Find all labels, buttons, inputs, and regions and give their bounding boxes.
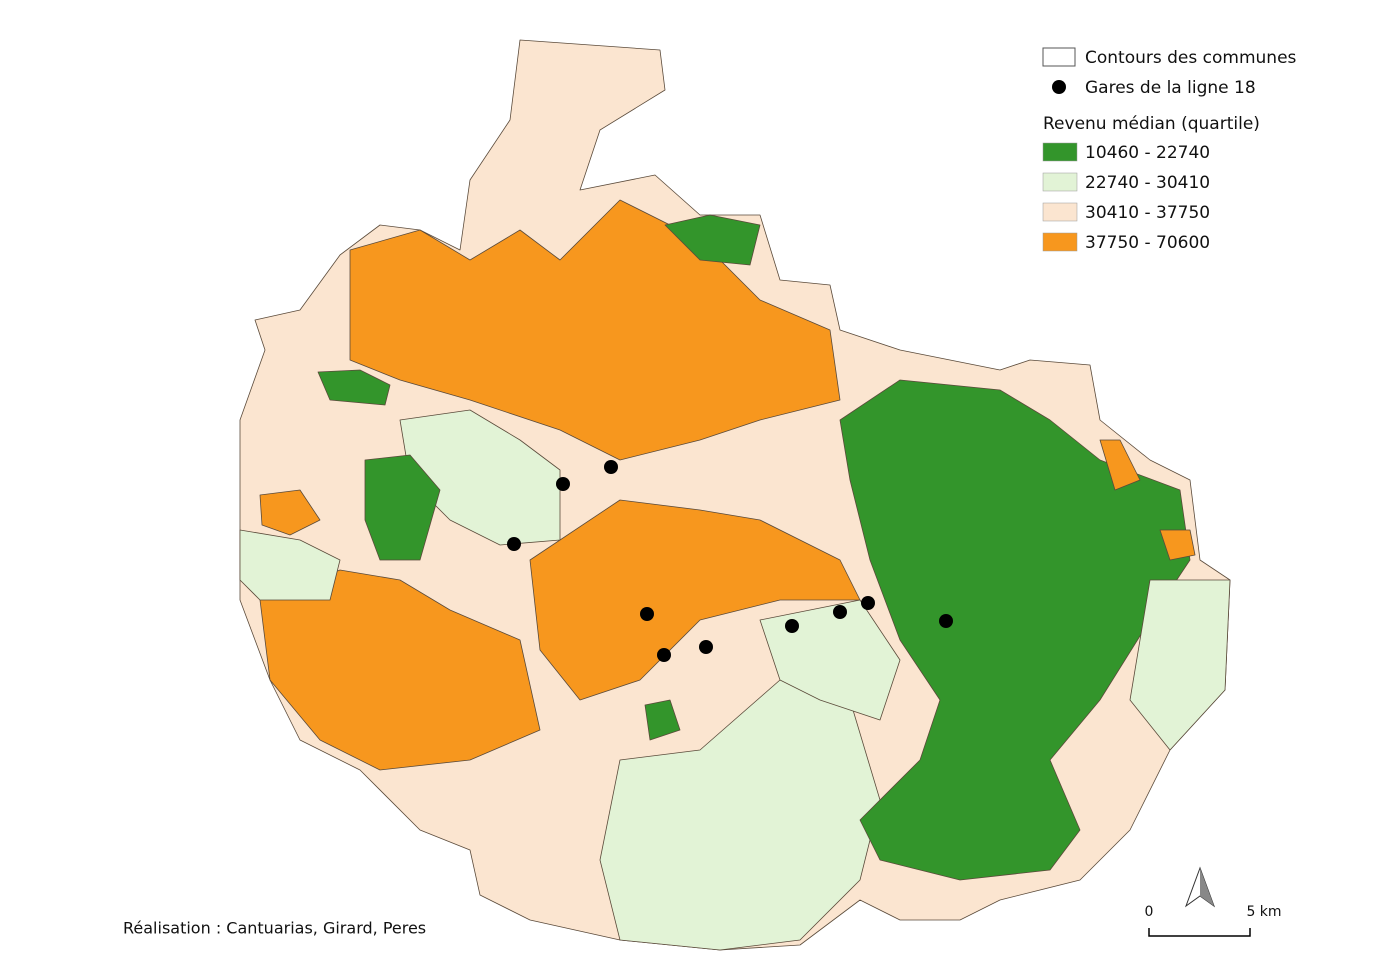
station bbox=[939, 614, 953, 628]
station bbox=[785, 619, 799, 633]
station bbox=[507, 537, 521, 551]
station bbox=[657, 648, 671, 662]
legend-label: Gares de la ligne 18 bbox=[1085, 78, 1256, 98]
scale-bar: 0 5 km bbox=[1145, 866, 1282, 937]
zone bbox=[259, 569, 541, 771]
scale-label: 0 bbox=[1145, 904, 1154, 920]
station bbox=[833, 605, 847, 619]
legend-label: 10460 - 22740 bbox=[1085, 143, 1210, 163]
north-arrow-half bbox=[1200, 868, 1214, 906]
zone bbox=[664, 214, 761, 266]
station bbox=[556, 477, 570, 491]
zone bbox=[317, 369, 391, 406]
zone bbox=[599, 679, 881, 951]
zone bbox=[1099, 439, 1141, 491]
legend-swatch bbox=[1042, 172, 1078, 192]
legend-outline-swatch bbox=[1042, 47, 1076, 67]
station bbox=[699, 640, 713, 654]
stations bbox=[507, 460, 953, 662]
zone bbox=[1129, 579, 1231, 751]
zone bbox=[259, 489, 321, 536]
station bbox=[604, 460, 618, 474]
legend-swatch bbox=[1042, 232, 1078, 252]
credit: Réalisation : Cantuarias, Girard, Peres bbox=[123, 919, 426, 938]
map-area bbox=[239, 39, 1231, 951]
station bbox=[640, 607, 654, 621]
legend-station-symbol bbox=[1052, 80, 1066, 94]
zone bbox=[1159, 529, 1196, 561]
legend-label: Contours des communes bbox=[1085, 48, 1297, 68]
legend-title: Revenu médian (quartile) bbox=[1043, 114, 1260, 134]
legend-label: 30410 - 37750 bbox=[1085, 203, 1210, 223]
zone bbox=[529, 499, 861, 701]
legend: Contours des communes Gares de la ligne … bbox=[1042, 47, 1297, 253]
legend-swatch bbox=[1042, 142, 1078, 162]
station bbox=[861, 596, 875, 610]
legend-label: 37750 - 70600 bbox=[1085, 233, 1210, 253]
legend-swatch bbox=[1042, 202, 1078, 222]
legend-label: 22740 - 30410 bbox=[1085, 173, 1210, 193]
zone bbox=[349, 199, 841, 461]
zone bbox=[239, 529, 341, 601]
zone bbox=[364, 454, 441, 561]
zone bbox=[644, 699, 681, 741]
zone bbox=[839, 379, 1191, 881]
scale-line bbox=[1148, 928, 1251, 937]
scale-label: 5 km bbox=[1246, 904, 1281, 920]
